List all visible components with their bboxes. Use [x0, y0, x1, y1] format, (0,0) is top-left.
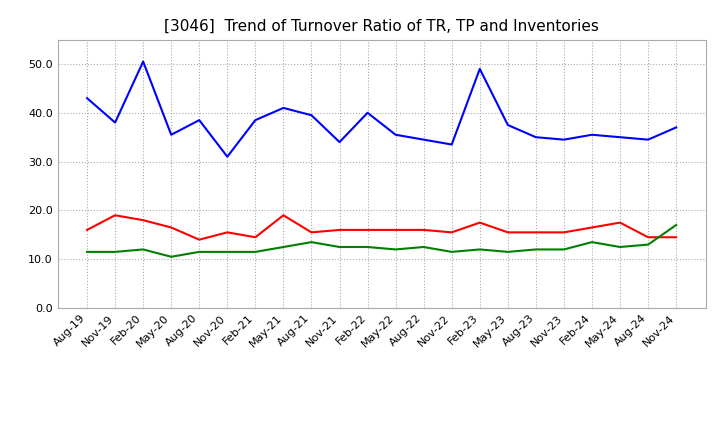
- Trade Receivables: [559, 230, 568, 235]
- Trade Payables: [139, 59, 148, 64]
- Trade Payables: [223, 154, 232, 159]
- Inventories: [307, 239, 316, 245]
- Line: Trade Receivables: Trade Receivables: [87, 215, 676, 240]
- Inventories: [83, 249, 91, 254]
- Inventories: [139, 247, 148, 252]
- Inventories: [588, 239, 596, 245]
- Inventories: [503, 249, 512, 254]
- Trade Receivables: [672, 235, 680, 240]
- Trade Receivables: [223, 230, 232, 235]
- Inventories: [195, 249, 204, 254]
- Title: [3046]  Trend of Turnover Ratio of TR, TP and Inventories: [3046] Trend of Turnover Ratio of TR, TP…: [164, 19, 599, 34]
- Trade Payables: [364, 110, 372, 115]
- Trade Receivables: [503, 230, 512, 235]
- Trade Payables: [195, 117, 204, 123]
- Trade Receivables: [336, 227, 344, 233]
- Trade Receivables: [139, 217, 148, 223]
- Trade Payables: [167, 132, 176, 137]
- Trade Payables: [447, 142, 456, 147]
- Inventories: [672, 222, 680, 227]
- Trade Receivables: [307, 230, 316, 235]
- Trade Payables: [307, 113, 316, 118]
- Trade Payables: [672, 125, 680, 130]
- Inventories: [447, 249, 456, 254]
- Trade Payables: [588, 132, 596, 137]
- Inventories: [391, 247, 400, 252]
- Inventories: [644, 242, 652, 247]
- Line: Inventories: Inventories: [87, 225, 676, 257]
- Inventories: [475, 247, 484, 252]
- Line: Trade Payables: Trade Payables: [87, 62, 676, 157]
- Trade Payables: [419, 137, 428, 142]
- Trade Payables: [559, 137, 568, 142]
- Trade Receivables: [616, 220, 624, 225]
- Inventories: [616, 244, 624, 249]
- Trade Receivables: [588, 225, 596, 230]
- Trade Receivables: [195, 237, 204, 242]
- Inventories: [336, 244, 344, 249]
- Inventories: [419, 244, 428, 249]
- Inventories: [111, 249, 120, 254]
- Trade Receivables: [475, 220, 484, 225]
- Trade Payables: [336, 139, 344, 145]
- Trade Receivables: [167, 225, 176, 230]
- Trade Payables: [83, 95, 91, 101]
- Inventories: [364, 244, 372, 249]
- Trade Payables: [475, 66, 484, 72]
- Trade Payables: [251, 117, 260, 123]
- Trade Payables: [391, 132, 400, 137]
- Inventories: [559, 247, 568, 252]
- Inventories: [531, 247, 540, 252]
- Trade Receivables: [447, 230, 456, 235]
- Trade Receivables: [419, 227, 428, 233]
- Trade Payables: [644, 137, 652, 142]
- Trade Receivables: [251, 235, 260, 240]
- Trade Payables: [279, 105, 288, 110]
- Inventories: [167, 254, 176, 260]
- Trade Payables: [503, 122, 512, 128]
- Inventories: [279, 244, 288, 249]
- Trade Payables: [111, 120, 120, 125]
- Trade Payables: [531, 135, 540, 140]
- Trade Payables: [616, 135, 624, 140]
- Trade Receivables: [531, 230, 540, 235]
- Trade Receivables: [111, 213, 120, 218]
- Trade Receivables: [644, 235, 652, 240]
- Trade Receivables: [83, 227, 91, 233]
- Trade Receivables: [364, 227, 372, 233]
- Trade Receivables: [279, 213, 288, 218]
- Inventories: [223, 249, 232, 254]
- Inventories: [251, 249, 260, 254]
- Trade Receivables: [391, 227, 400, 233]
